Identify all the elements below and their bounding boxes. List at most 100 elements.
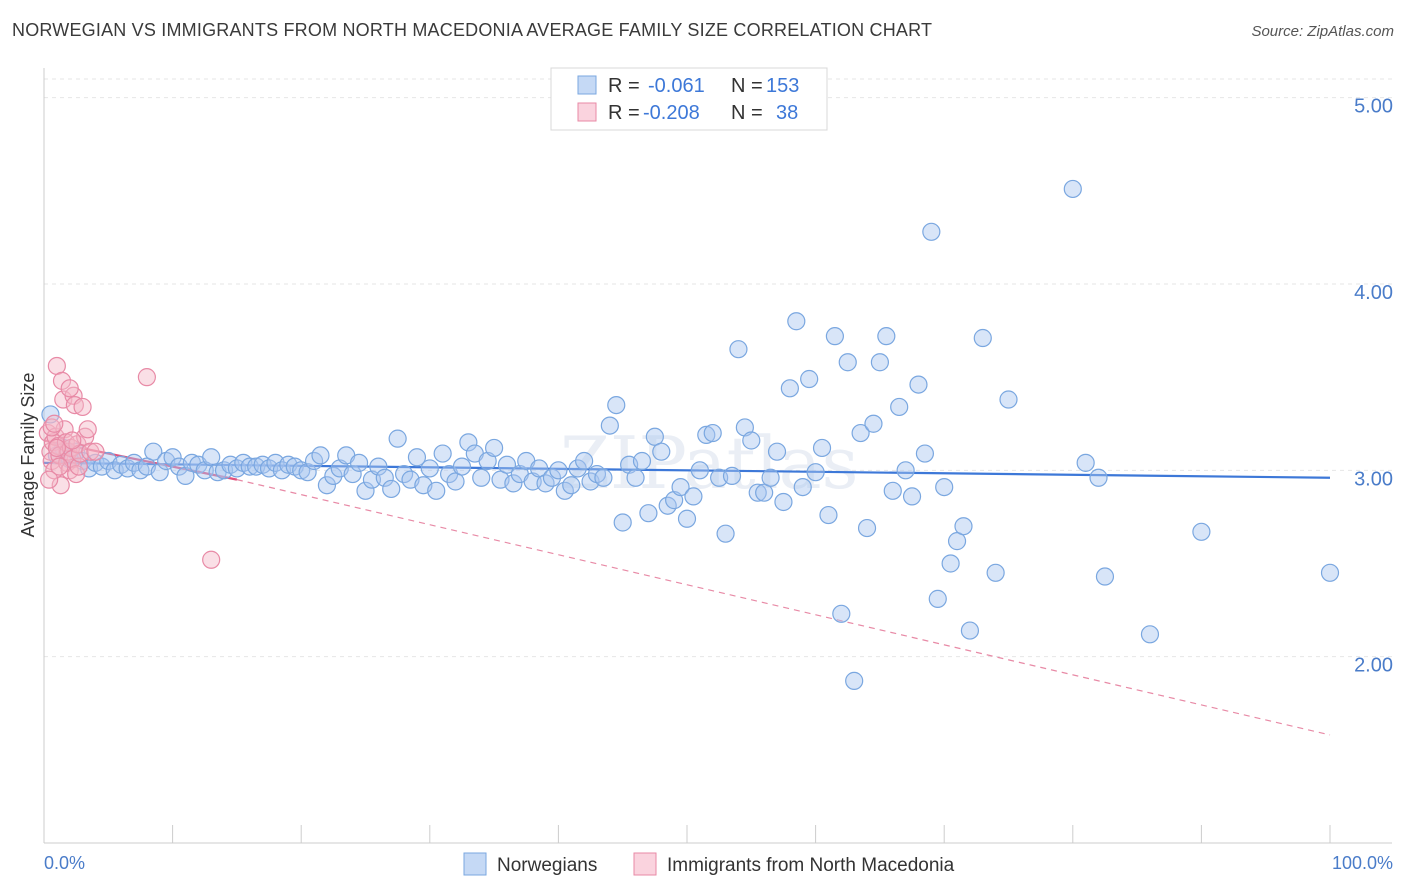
point-norwegians — [452, 457, 472, 476]
point-norwegians — [369, 457, 388, 476]
point-macedonia — [40, 470, 59, 489]
data-points — [38, 179, 1340, 690]
point-norwegians — [915, 444, 935, 463]
point-norwegians — [922, 222, 941, 241]
point-macedonia — [67, 464, 86, 484]
point-norwegians — [870, 353, 890, 372]
point-norwegians — [504, 474, 523, 493]
point-norwegians — [575, 451, 594, 471]
legend-n-label: N = — [731, 102, 763, 124]
point-norwegians — [883, 481, 902, 500]
point-norwegians — [420, 459, 439, 478]
legend-swatch-norwegians — [577, 75, 597, 95]
point-norwegians — [163, 448, 182, 467]
y-axis-label: Average Family Size — [18, 373, 38, 538]
point-norwegians — [433, 444, 452, 463]
y-tick-label: 4.00 — [1354, 282, 1393, 304]
bottom-legend-swatch-macedonia — [633, 852, 657, 876]
point-norwegians — [999, 390, 1018, 409]
grid — [44, 78, 1392, 658]
point-norwegians — [459, 433, 478, 452]
bottom-legend-label-norwegians: Norwegians — [497, 855, 597, 876]
point-norwegians — [356, 481, 375, 500]
point-norwegians — [819, 505, 838, 525]
point-norwegians — [1089, 468, 1108, 487]
point-norwegians — [485, 438, 504, 458]
point-norwegians — [954, 517, 973, 536]
point-norwegians — [427, 481, 446, 500]
bottom-legend-label-macedonia: Immigrants from North Macedonia — [667, 855, 955, 876]
point-norwegians — [742, 431, 761, 450]
point-norwegians — [562, 476, 581, 495]
point-norwegians — [375, 468, 394, 487]
point-norwegians — [41, 405, 60, 424]
point-norwegians — [639, 504, 658, 523]
point-norwegians — [388, 429, 407, 448]
point-norwegians — [632, 451, 652, 471]
point-macedonia — [54, 390, 73, 409]
point-norwegians — [1063, 179, 1082, 199]
legend-r-value: -0.208 — [643, 102, 700, 124]
point-norwegians — [806, 463, 825, 482]
point-norwegians — [594, 468, 613, 487]
point-norwegians — [652, 442, 671, 461]
point-norwegians — [317, 476, 337, 495]
point-norwegians — [613, 513, 632, 532]
legend-r-value: -0.061 — [648, 75, 705, 97]
point-norwegians — [1192, 522, 1211, 541]
point-norwegians — [780, 379, 799, 398]
point-norwegians — [684, 487, 703, 506]
point-macedonia — [69, 457, 88, 476]
point-norwegians — [729, 340, 748, 359]
point-norwegians — [877, 327, 896, 346]
point-norwegians — [928, 589, 947, 608]
point-norwegians — [793, 477, 812, 497]
axes: 2.00 3.00 4.00 5.00 0.0% 100.0% — [43, 68, 1393, 873]
point-norwegians — [407, 448, 427, 467]
point-norwegians — [472, 468, 491, 487]
point-norwegians — [845, 671, 864, 690]
point-norwegians — [825, 327, 844, 346]
point-norwegians — [973, 328, 992, 348]
point-macedonia — [60, 379, 79, 398]
legend-n-value: 153 — [766, 75, 799, 97]
point-macedonia — [50, 457, 69, 476]
point-norwegians — [671, 477, 690, 497]
chart-title: NORWEGIAN VS IMMIGRANTS FROM NORTH MACED… — [12, 20, 933, 40]
point-norwegians — [600, 416, 619, 435]
point-norwegians — [800, 369, 819, 389]
point-macedonia — [137, 368, 156, 387]
point-macedonia — [202, 550, 221, 569]
point-norwegians — [324, 466, 343, 486]
point-norwegians — [292, 461, 311, 480]
point-norwegians — [767, 442, 787, 461]
legend-n-label: N = — [731, 75, 763, 97]
point-norwegians — [857, 518, 877, 538]
point-macedonia — [47, 438, 66, 458]
point-macedonia — [81, 442, 100, 461]
legend-swatch-macedonia — [577, 102, 597, 122]
x-tick-label: 0.0% — [44, 853, 85, 873]
point-norwegians — [864, 414, 883, 433]
point-norwegians — [690, 461, 709, 480]
bottom-legend-swatch-norwegians — [463, 852, 487, 876]
point-macedonia — [73, 397, 92, 417]
point-norwegians — [851, 423, 870, 443]
point-norwegians — [1140, 625, 1160, 644]
point-macedonia — [78, 420, 97, 439]
point-norwegians — [382, 479, 401, 499]
point-norwegians — [497, 455, 517, 474]
point-norwegians — [941, 554, 960, 573]
point-macedonia — [63, 431, 82, 450]
point-norwegians — [349, 453, 369, 472]
point-macedonia — [52, 371, 72, 390]
point-norwegians — [568, 459, 587, 478]
point-norwegians — [774, 492, 793, 512]
watermark: ZIPatlas — [560, 421, 858, 505]
point-norwegians — [761, 468, 780, 487]
point-norwegians — [703, 423, 722, 443]
y-tick-label: 3.00 — [1354, 468, 1393, 490]
point-norwegians — [343, 464, 362, 484]
point-norwegians — [144, 442, 163, 461]
point-norwegians — [697, 425, 716, 445]
